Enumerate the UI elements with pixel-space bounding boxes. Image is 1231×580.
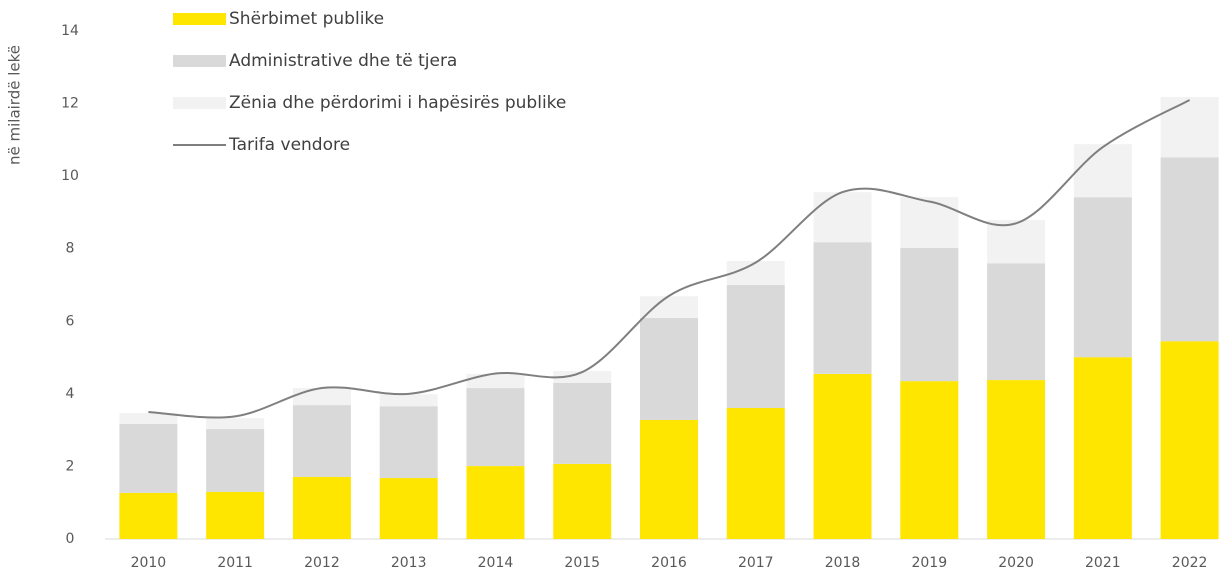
- bar-segment: [206, 418, 265, 430]
- bar-segment: [726, 261, 785, 285]
- bar-segment: [379, 394, 438, 407]
- legend-swatch: [173, 55, 226, 67]
- x-tick-label: 2019: [911, 555, 947, 571]
- bar-segment: [292, 405, 351, 477]
- y-tick-label: 4: [66, 386, 75, 402]
- bar-segment: [1160, 97, 1219, 158]
- bar-segment: [466, 466, 525, 539]
- bar-segment: [640, 419, 698, 539]
- x-tick-label: 2011: [217, 555, 253, 571]
- bar-segment: [119, 423, 178, 493]
- bar-segment: [206, 491, 265, 539]
- x-tick-label: 2016: [651, 555, 687, 571]
- x-tick-label: 2021: [1085, 555, 1121, 571]
- bar-segment: [640, 296, 698, 319]
- legend-label: Shërbimet publike: [229, 9, 384, 29]
- y-tick-label: 2: [66, 458, 75, 474]
- bar-segment: [379, 406, 438, 479]
- x-tick-label: 2012: [304, 555, 340, 571]
- bar-segment: [813, 373, 872, 539]
- bar-segment: [726, 408, 785, 539]
- bar-segment: [900, 247, 959, 382]
- x-tick-label: 2017: [738, 555, 774, 571]
- legend-swatch: [173, 97, 226, 109]
- bar-segment: [640, 318, 698, 420]
- bar-segment: [553, 382, 612, 464]
- y-tick-label: 10: [61, 168, 79, 184]
- bar-segment: [900, 197, 959, 248]
- bar-segment: [726, 285, 785, 409]
- bar-segment: [119, 413, 178, 424]
- x-tick-label: 2015: [564, 555, 600, 571]
- bar-segment: [900, 381, 959, 539]
- x-tick-label: 2022: [1172, 555, 1208, 571]
- legend-label: Zënia dhe përdorimi i hapësirës publike: [229, 93, 566, 113]
- bar-segment: [1073, 197, 1132, 358]
- bar-segment: [1160, 157, 1219, 342]
- x-tick-label: 2014: [478, 555, 514, 571]
- bar-segment: [813, 242, 872, 374]
- bar-segment: [1073, 357, 1132, 539]
- y-tick-label: 8: [66, 241, 75, 257]
- bar-segment: [292, 388, 351, 406]
- bar-segment: [813, 192, 872, 243]
- y-tick-label: 6: [66, 313, 75, 329]
- bar-segment: [466, 388, 525, 467]
- y-tick-label: 14: [61, 23, 79, 39]
- bar-segment: [1160, 341, 1219, 539]
- bar-segment: [466, 373, 525, 389]
- x-tick-label: 2013: [391, 555, 427, 571]
- line: [148, 99, 1191, 419]
- x-tick-label: 2018: [825, 555, 861, 571]
- bar-segment: [987, 380, 1046, 539]
- y-tick-label: 12: [61, 96, 79, 112]
- bar-segment: [119, 492, 178, 539]
- bar-segment: [1073, 144, 1132, 198]
- x-tick-label: 2020: [998, 555, 1034, 571]
- bar-segment: [206, 429, 265, 492]
- y-tick-label: 0: [66, 531, 75, 547]
- bar-segment: [553, 463, 612, 539]
- bar-segment: [292, 476, 351, 539]
- y-axis-label: në milairdë lekë: [6, 45, 24, 165]
- legend-label: Administrative dhe të tjera: [229, 51, 457, 71]
- bar-segment: [987, 263, 1046, 381]
- legend-label: Tarifa vendore: [228, 135, 350, 155]
- bar-segment: [987, 220, 1046, 264]
- bar-segment: [379, 478, 438, 539]
- legend-swatch: [173, 13, 226, 25]
- bar-segment: [553, 370, 612, 383]
- x-tick-label: 2010: [131, 555, 167, 571]
